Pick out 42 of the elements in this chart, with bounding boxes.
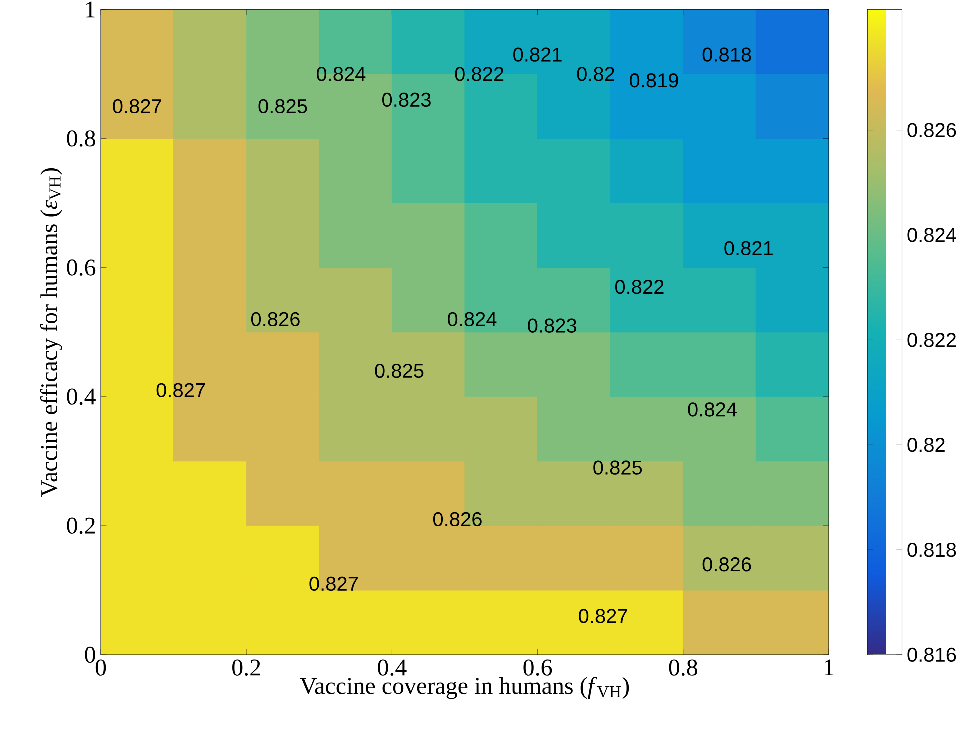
x-tick-label: 0.4	[378, 660, 407, 676]
annotation: 0.822	[455, 67, 504, 82]
annotation: 0.821	[724, 241, 773, 256]
x-tick-label: 0.6	[524, 660, 552, 676]
x-tick-label: 0.8	[669, 660, 698, 676]
y-tick-label: 1	[86, 2, 95, 18]
annotation: 0.822	[615, 280, 664, 294]
color-bar-label: 0.818	[908, 542, 956, 558]
color-bar-label: 0.816	[908, 648, 956, 662]
annotation: 0.827	[310, 576, 358, 592]
annotation: 0.827	[156, 383, 206, 398]
x-tick-label: 0.2	[232, 660, 260, 676]
x-tick-label: 1	[825, 660, 834, 676]
annotation: 0.819	[630, 74, 678, 88]
annotation: 0.823	[528, 318, 576, 333]
y-tick-label: 0.6	[67, 260, 96, 276]
color-bar-label: 0.824	[908, 228, 956, 242]
color-bar-label: 0.82	[908, 438, 945, 452]
y-tick-label: 0.2	[67, 518, 95, 534]
annotation: 0.827	[579, 609, 628, 624]
annotation: 0.825	[375, 364, 424, 378]
color-bar-label: 0.822	[908, 333, 956, 348]
annotation: 0.826	[251, 312, 300, 326]
annotation: 0.82	[577, 67, 614, 82]
annotation: 0.818	[702, 48, 752, 62]
x-axis-title: Vaccine coverage in humans (f$_{VH}$)	[300, 677, 630, 700]
y-tick-label: 0.8	[67, 130, 96, 147]
annotation: 0.826	[702, 558, 752, 572]
color-bar-label: 0.826	[908, 123, 956, 138]
y-axis-title: Vaccine efficacy for humans (ε$_{VH}$)	[40, 168, 62, 497]
y-tick-label: 0	[85, 646, 96, 664]
annotation: 0.827	[113, 99, 162, 114]
annotation: 0.825	[258, 99, 308, 114]
annotation: 0.825	[594, 460, 642, 475]
y-tick-label: 0.4	[67, 388, 96, 405]
annotation: 0.824	[316, 67, 366, 82]
annotation: 0.826	[433, 512, 482, 527]
annotation: 0.823	[382, 92, 431, 108]
annotation: 0.824	[448, 312, 497, 326]
x-tick-label: 0	[96, 660, 106, 676]
annotation: 0.821	[514, 48, 562, 62]
annotation: 0.824	[688, 402, 737, 417]
